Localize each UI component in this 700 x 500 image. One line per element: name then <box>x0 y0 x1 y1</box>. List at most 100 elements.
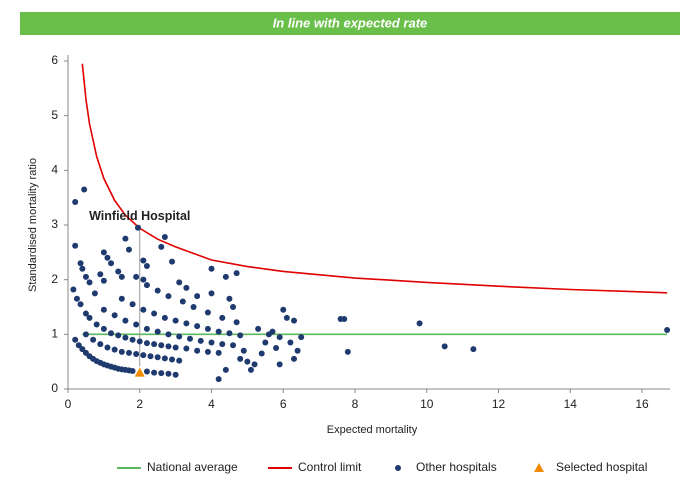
point <box>219 314 226 321</box>
point <box>219 341 226 348</box>
point <box>470 346 477 353</box>
y-tick-label: 0 <box>51 381 58 395</box>
point <box>186 335 193 342</box>
point <box>161 355 168 362</box>
point <box>215 376 222 383</box>
point <box>258 350 265 357</box>
point <box>165 331 172 338</box>
point <box>664 326 671 333</box>
point <box>262 339 269 346</box>
point <box>230 304 237 310</box>
point <box>111 312 118 319</box>
point <box>344 348 351 355</box>
point <box>194 347 201 354</box>
legend-label: National average <box>147 460 238 474</box>
point <box>93 321 100 328</box>
point <box>215 349 222 356</box>
point <box>133 273 140 280</box>
point <box>194 293 201 300</box>
point <box>100 277 107 284</box>
point <box>208 265 215 272</box>
point-label: Winfield Hospital <box>89 209 190 223</box>
point <box>108 330 115 337</box>
point <box>233 319 240 326</box>
y-tick-label: 1 <box>51 327 58 341</box>
point <box>111 346 118 353</box>
point <box>226 295 233 302</box>
point <box>194 323 201 330</box>
legend-swatch <box>395 465 401 471</box>
point <box>115 332 122 339</box>
point <box>158 370 165 377</box>
point <box>125 349 132 356</box>
point <box>179 298 186 305</box>
point <box>77 260 84 267</box>
point <box>276 334 283 341</box>
point <box>176 357 183 364</box>
point <box>222 366 229 373</box>
point <box>161 234 168 241</box>
point <box>183 284 190 291</box>
point <box>118 348 125 355</box>
point <box>79 346 86 353</box>
y-tick-label: 4 <box>51 163 58 177</box>
point <box>104 344 111 351</box>
point <box>204 309 211 316</box>
point <box>100 306 107 313</box>
point <box>151 310 158 317</box>
point <box>161 314 168 321</box>
point <box>118 273 125 280</box>
point <box>208 339 215 346</box>
point <box>287 339 294 346</box>
point <box>72 336 79 343</box>
point <box>154 328 161 335</box>
legend-label: Control limit <box>298 460 362 474</box>
point <box>72 242 79 249</box>
point <box>197 337 204 344</box>
point <box>81 186 88 193</box>
point <box>122 235 129 242</box>
point <box>204 348 211 355</box>
point <box>172 371 179 378</box>
point <box>86 279 93 286</box>
x-tick-label: 2 <box>136 397 143 411</box>
point <box>122 334 129 341</box>
point <box>165 293 172 300</box>
x-tick-label: 14 <box>564 397 578 411</box>
point <box>165 343 172 350</box>
point <box>79 265 86 272</box>
point <box>204 325 211 332</box>
x-tick-label: 6 <box>280 397 287 411</box>
x-axis-label: Expected mortality <box>327 424 418 436</box>
y-tick-label: 5 <box>51 108 58 122</box>
series-line <box>81 63 668 294</box>
point <box>276 361 283 368</box>
point <box>291 355 298 362</box>
point <box>251 361 258 368</box>
point <box>176 333 183 340</box>
point <box>215 328 222 335</box>
point <box>72 199 79 206</box>
point <box>154 354 161 361</box>
point <box>208 290 215 297</box>
banner <box>20 12 680 35</box>
point <box>134 367 145 377</box>
point <box>75 342 82 349</box>
point <box>151 341 158 348</box>
point <box>143 263 150 269</box>
point <box>118 295 125 302</box>
point <box>341 316 348 323</box>
point <box>125 246 132 253</box>
point <box>240 347 247 354</box>
y-tick-label: 6 <box>51 53 58 67</box>
point <box>441 343 448 350</box>
point <box>115 268 122 275</box>
point <box>97 341 104 348</box>
point <box>129 336 136 343</box>
point <box>97 271 104 278</box>
point <box>230 342 237 349</box>
point <box>247 366 254 373</box>
point <box>108 260 115 267</box>
point <box>226 330 233 337</box>
